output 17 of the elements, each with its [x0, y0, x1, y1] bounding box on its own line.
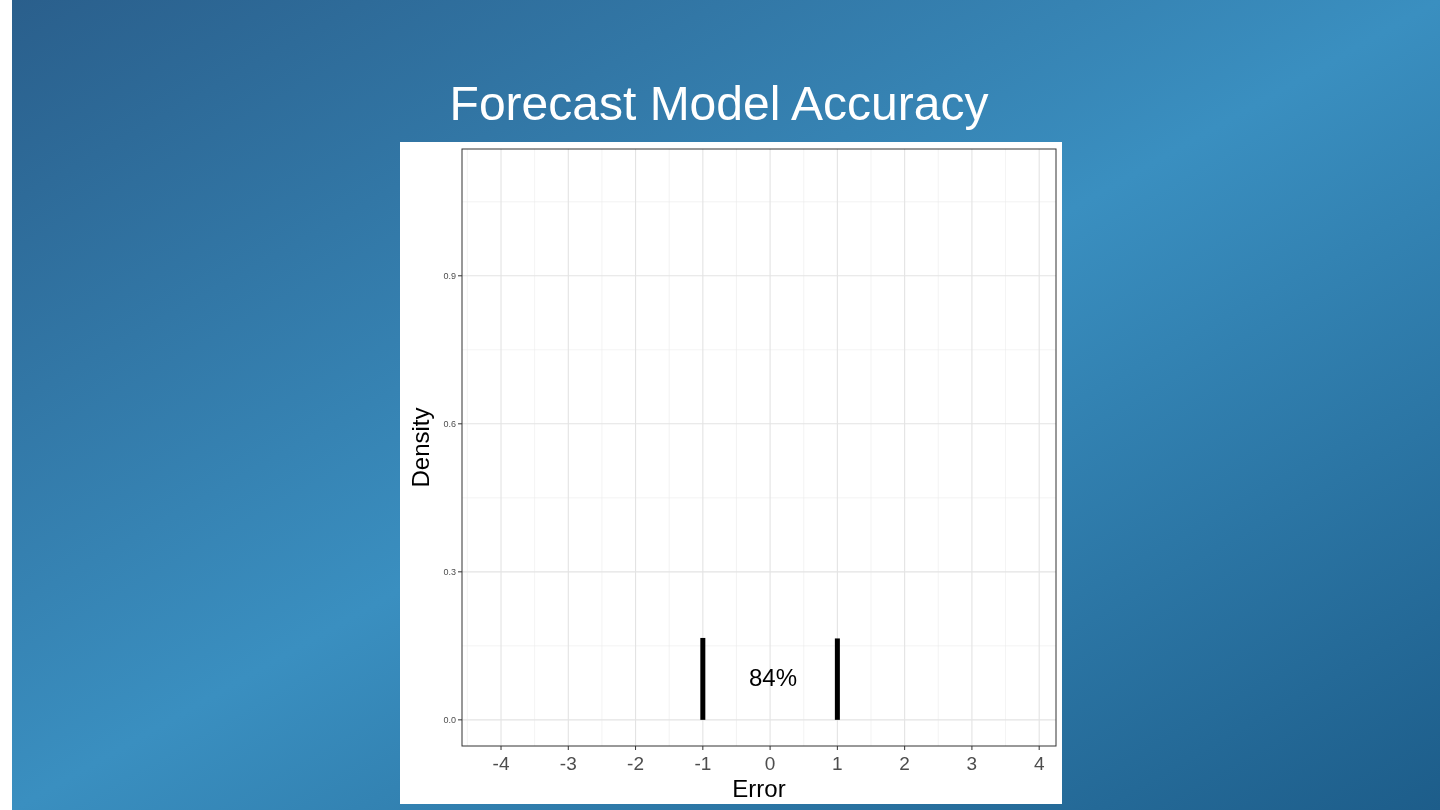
- y-tick-label: 0.6: [443, 418, 456, 429]
- x-tick-label: 0: [764, 753, 776, 774]
- chart-title: Forecast Model Accuracy: [449, 77, 989, 130]
- x-tick-label: 1: [832, 753, 843, 774]
- x-tick-label: -2: [627, 753, 645, 774]
- x-axis-title: Error: [732, 775, 786, 802]
- y-tick-label: 0.3: [443, 566, 456, 577]
- x-tick-label: 3: [966, 753, 978, 774]
- y-tick-label: 0.0: [443, 715, 456, 725]
- x-tick-label: -4: [492, 753, 510, 774]
- y-axis-title: Density: [407, 407, 434, 488]
- x-tick-label: -3: [559, 753, 577, 774]
- y-tick-label: 0.9: [443, 270, 456, 281]
- x-tick-label: 2: [899, 753, 910, 774]
- x-tick-label: -1: [694, 753, 712, 774]
- annotation: 84%: [748, 664, 798, 691]
- x-tick-label: 4: [1033, 753, 1045, 774]
